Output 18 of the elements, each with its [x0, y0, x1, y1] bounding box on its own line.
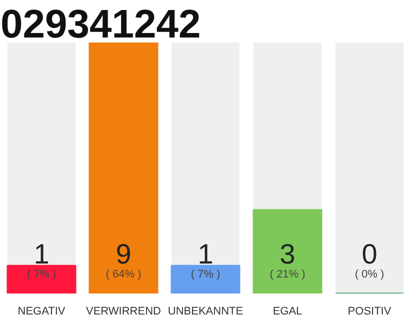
data-label: 9 [116, 238, 132, 270]
annotation: ( 21% ) [270, 268, 306, 280]
x-tick-label: EGAL [272, 306, 302, 318]
annotation: ( 7% ) [190, 268, 220, 280]
bar [6, 264, 76, 294]
bar [170, 264, 240, 294]
annotation: ( 64% ) [106, 268, 142, 280]
data-label: 0 [362, 238, 378, 270]
data-label: 1 [198, 238, 214, 270]
x-tick-label: VERWIRREND [86, 306, 162, 318]
x-tick-label: NEGATIV [18, 306, 66, 318]
data-label: 1 [34, 238, 50, 270]
annotation: ( 7% ) [26, 268, 56, 280]
chart-title: 029341242 [0, 2, 201, 46]
data-label: 3 [280, 238, 296, 270]
annotation: ( 0% ) [354, 268, 384, 280]
x-tick-label: UNBEKANNTE [168, 306, 244, 318]
x-tick-label: POSITIV [348, 306, 392, 318]
